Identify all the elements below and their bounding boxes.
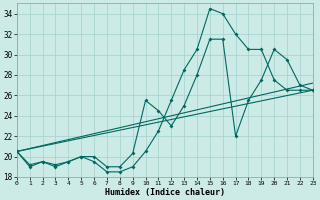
X-axis label: Humidex (Indice chaleur): Humidex (Indice chaleur) — [105, 188, 225, 197]
